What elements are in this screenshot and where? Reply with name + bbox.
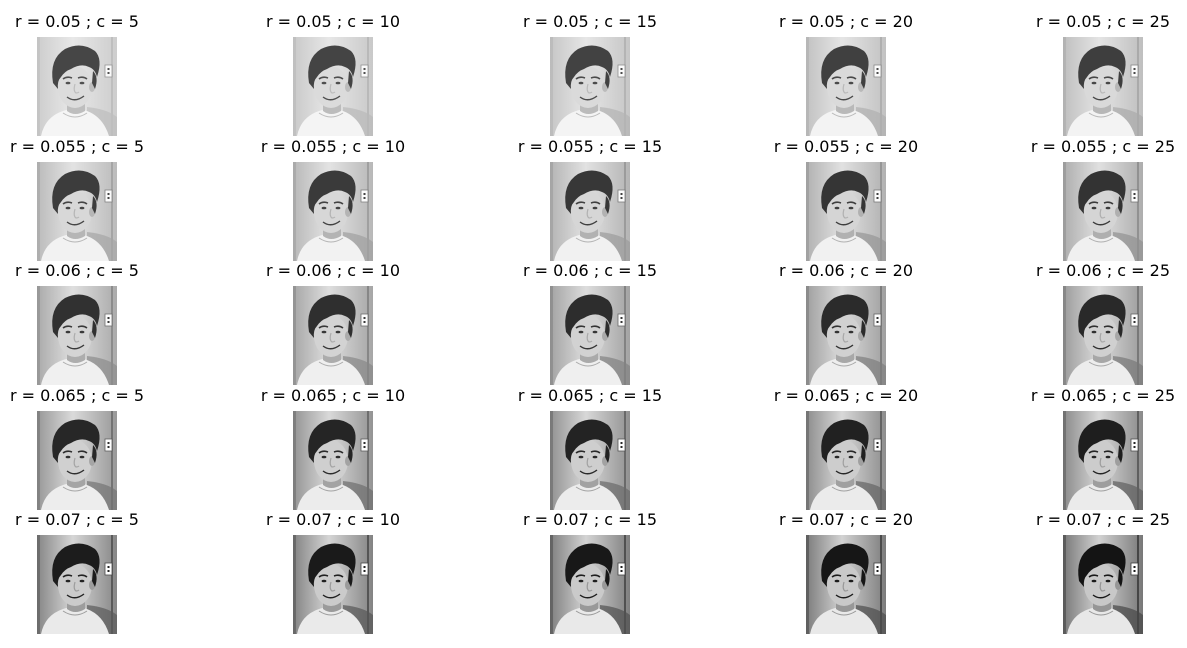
portrait-image	[37, 37, 117, 136]
image-panel: r = 0.05 ; c = 15	[500, 12, 680, 136]
portrait-image	[1063, 162, 1143, 261]
panel-title: r = 0.055 ; c = 25	[1030, 137, 1176, 156]
portrait-image	[293, 162, 373, 261]
portrait-image	[1063, 535, 1143, 634]
image-panel: r = 0.055 ; c = 15	[500, 137, 680, 261]
panel-title: r = 0.06 ; c = 25	[1035, 261, 1171, 280]
portrait-image	[37, 286, 117, 385]
image-panel: r = 0.065 ; c = 20	[756, 386, 936, 510]
image-panel: r = 0.06 ; c = 25	[1013, 261, 1187, 385]
panel-title: r = 0.05 ; c = 25	[1035, 12, 1171, 31]
panel-title: r = 0.05 ; c = 10	[265, 12, 401, 31]
image-panel: r = 0.07 ; c = 20	[756, 510, 936, 634]
image-panel: r = 0.05 ; c = 5	[0, 12, 167, 136]
panel-title: r = 0.065 ; c = 10	[260, 386, 406, 405]
image-panel: r = 0.07 ; c = 25	[1013, 510, 1187, 634]
panel-title: r = 0.07 ; c = 10	[265, 510, 401, 529]
portrait-image	[806, 162, 886, 261]
image-panel: r = 0.065 ; c = 15	[500, 386, 680, 510]
image-panel: r = 0.065 ; c = 25	[1013, 386, 1187, 510]
portrait-image	[1063, 286, 1143, 385]
panel-title: r = 0.065 ; c = 15	[517, 386, 663, 405]
panel-title: r = 0.065 ; c = 5	[9, 386, 145, 405]
image-panel: r = 0.065 ; c = 10	[243, 386, 423, 510]
image-panel: r = 0.06 ; c = 10	[243, 261, 423, 385]
panel-title: r = 0.06 ; c = 20	[778, 261, 914, 280]
portrait-image	[806, 37, 886, 136]
panel-title: r = 0.06 ; c = 15	[522, 261, 658, 280]
image-panel: r = 0.055 ; c = 10	[243, 137, 423, 261]
image-panel: r = 0.05 ; c = 25	[1013, 12, 1187, 136]
image-panel: r = 0.055 ; c = 20	[756, 137, 936, 261]
panel-title: r = 0.07 ; c = 15	[522, 510, 658, 529]
portrait-image	[37, 535, 117, 634]
panel-title: r = 0.065 ; c = 25	[1030, 386, 1176, 405]
image-panel: r = 0.05 ; c = 10	[243, 12, 423, 136]
panel-title: r = 0.05 ; c = 5	[15, 12, 139, 31]
image-panel: r = 0.055 ; c = 25	[1013, 137, 1187, 261]
image-panel: r = 0.06 ; c = 15	[500, 261, 680, 385]
portrait-image	[293, 286, 373, 385]
portrait-image	[550, 162, 630, 261]
portrait-image	[1063, 37, 1143, 136]
portrait-image	[293, 535, 373, 634]
panel-title: r = 0.06 ; c = 5	[15, 261, 139, 280]
panel-title: r = 0.055 ; c = 20	[773, 137, 919, 156]
panel-title: r = 0.065 ; c = 20	[773, 386, 919, 405]
panel-title: r = 0.07 ; c = 5	[15, 510, 139, 529]
panel-title: r = 0.07 ; c = 20	[778, 510, 914, 529]
portrait-image	[37, 162, 117, 261]
portrait-image	[1063, 411, 1143, 510]
image-panel: r = 0.07 ; c = 10	[243, 510, 423, 634]
panel-title: r = 0.07 ; c = 25	[1035, 510, 1171, 529]
panel-title: r = 0.055 ; c = 15	[517, 137, 663, 156]
portrait-image	[806, 286, 886, 385]
portrait-image	[293, 411, 373, 510]
portrait-image	[550, 535, 630, 634]
panel-title: r = 0.05 ; c = 15	[522, 12, 658, 31]
image-panel: r = 0.07 ; c = 5	[0, 510, 167, 634]
panel-title: r = 0.055 ; c = 5	[9, 137, 145, 156]
image-panel: r = 0.065 ; c = 5	[0, 386, 167, 510]
image-panel: r = 0.06 ; c = 20	[756, 261, 936, 385]
image-panel: r = 0.05 ; c = 20	[756, 12, 936, 136]
image-panel: r = 0.06 ; c = 5	[0, 261, 167, 385]
portrait-image	[550, 286, 630, 385]
image-panel: r = 0.07 ; c = 15	[500, 510, 680, 634]
panel-title: r = 0.06 ; c = 10	[265, 261, 401, 280]
portrait-image	[550, 37, 630, 136]
image-panel: r = 0.055 ; c = 5	[0, 137, 167, 261]
panel-title: r = 0.05 ; c = 20	[778, 12, 914, 31]
portrait-image	[806, 411, 886, 510]
portrait-image	[806, 535, 886, 634]
portrait-image	[293, 37, 373, 136]
portrait-image	[37, 411, 117, 510]
panel-title: r = 0.055 ; c = 10	[260, 137, 406, 156]
portrait-image	[550, 411, 630, 510]
